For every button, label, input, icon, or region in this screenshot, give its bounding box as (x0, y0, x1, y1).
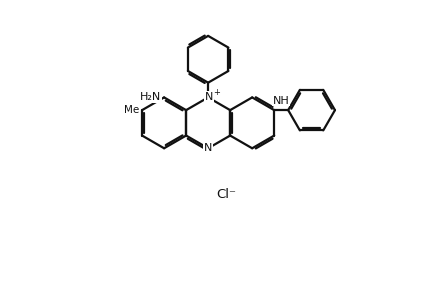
Text: +: + (213, 88, 220, 97)
Text: H₂N: H₂N (140, 92, 161, 102)
Text: N: N (204, 143, 212, 153)
Text: Me: Me (124, 105, 139, 115)
Text: NH: NH (273, 96, 290, 106)
Text: N: N (205, 92, 213, 102)
Text: Cl⁻: Cl⁻ (216, 187, 236, 201)
